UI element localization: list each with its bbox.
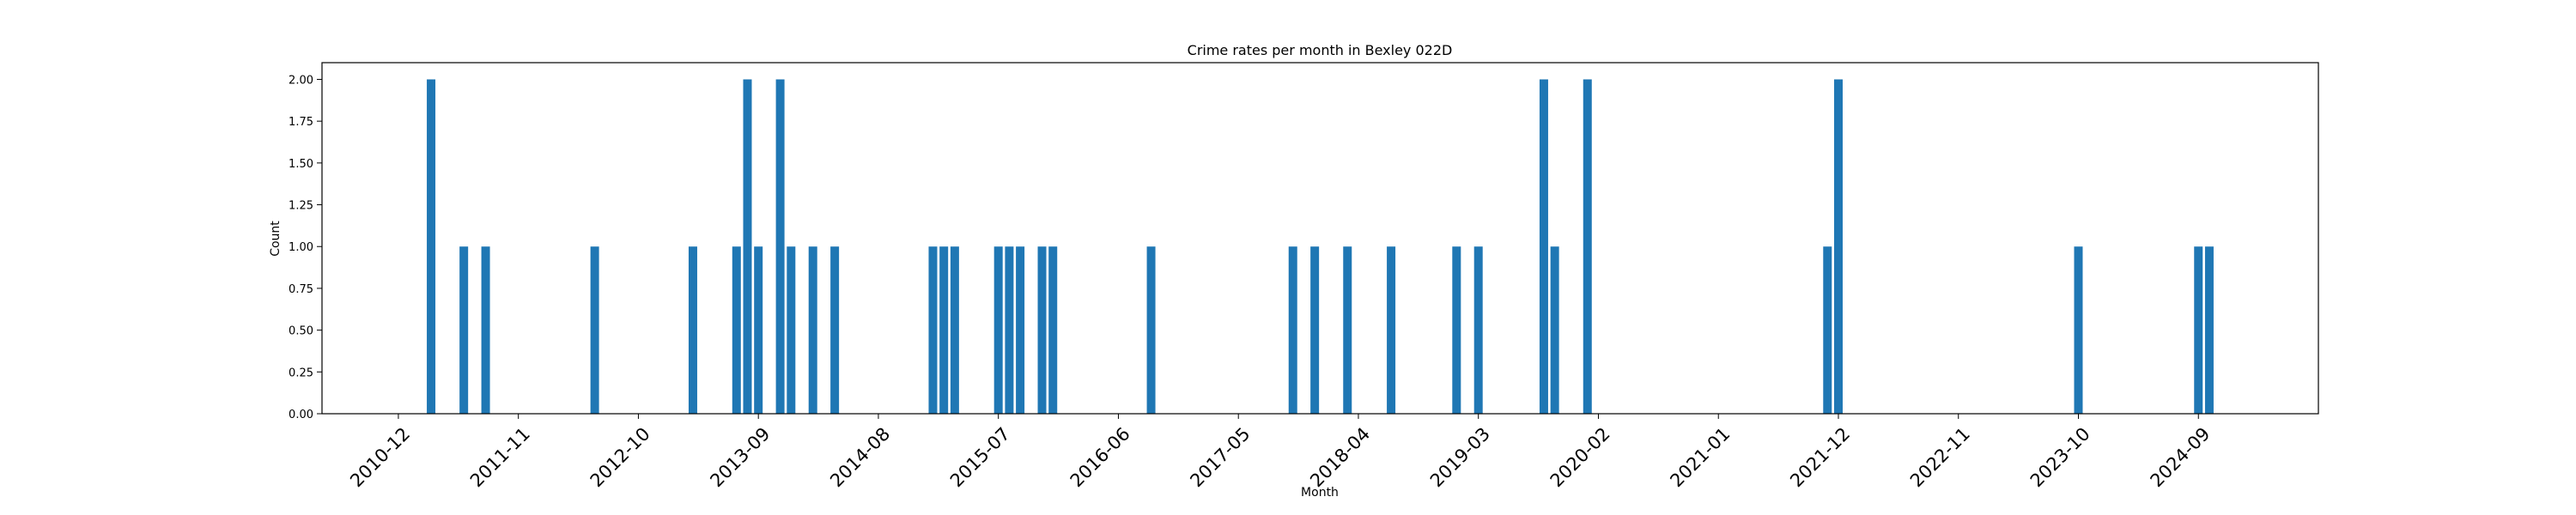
y-tick-label: 0.50 bbox=[289, 325, 313, 338]
bar-2011-08 bbox=[481, 246, 490, 414]
bar-2013-07 bbox=[732, 246, 741, 414]
bar-2014-04 bbox=[830, 246, 840, 414]
bar-2019-10 bbox=[1550, 246, 1559, 414]
bar-2013-11 bbox=[775, 79, 785, 414]
y-tick-label: 0.25 bbox=[289, 367, 313, 379]
bar-2017-10 bbox=[1288, 246, 1297, 414]
y-tick-label: 1.25 bbox=[289, 200, 313, 213]
bar-2013-12 bbox=[787, 246, 796, 414]
bar-2021-12 bbox=[1833, 79, 1843, 414]
y-tick-label: 0.00 bbox=[289, 409, 313, 421]
y-tick-label: 0.75 bbox=[289, 283, 313, 296]
bar-2024-10 bbox=[2204, 246, 2214, 414]
y-axis-label: Count bbox=[269, 221, 283, 257]
y-axis: 0.00 0.25 0.50 0.75 1.00 1.25 1.50 1.75 2.00 bbox=[289, 74, 322, 421]
y-tick-label: 2.00 bbox=[289, 74, 313, 87]
bar-2019-09 bbox=[1539, 79, 1548, 414]
bar-2019-01 bbox=[1452, 246, 1461, 414]
bar-2015-03 bbox=[950, 246, 959, 414]
plot-area-frame bbox=[321, 62, 2319, 415]
bar-2013-08 bbox=[743, 79, 752, 414]
bar-2015-09 bbox=[1016, 246, 1025, 414]
bar-2024-09 bbox=[2194, 246, 2203, 414]
bar-2015-12 bbox=[1048, 246, 1058, 414]
y-tick-label: 1.75 bbox=[289, 116, 313, 129]
bar-2013-09 bbox=[754, 246, 763, 414]
bar-2012-06 bbox=[590, 246, 599, 414]
bar-2015-11 bbox=[1037, 246, 1047, 414]
bar-2023-10 bbox=[2074, 246, 2083, 414]
bar-2015-01 bbox=[928, 246, 938, 414]
bar-2013-03 bbox=[688, 246, 697, 414]
bar-2015-07 bbox=[993, 246, 1003, 414]
bar-2018-07 bbox=[1387, 246, 1396, 414]
bar-2016-09 bbox=[1146, 246, 1156, 414]
y-tick-label: 1.50 bbox=[289, 158, 313, 171]
bar-2017-12 bbox=[1310, 246, 1320, 414]
bar-2011-03 bbox=[427, 79, 436, 414]
bar-2020-01 bbox=[1583, 79, 1592, 414]
bar-2015-02 bbox=[939, 246, 949, 414]
bar-2018-03 bbox=[1343, 246, 1352, 414]
bars-group bbox=[427, 79, 2214, 414]
y-tick-label: 1.00 bbox=[289, 241, 313, 254]
chart-title: Crime rates per month in Bexley 022D bbox=[1188, 42, 1453, 58]
bar-2019-03 bbox=[1473, 246, 1483, 414]
bar-2011-06 bbox=[459, 246, 469, 414]
x-axis-label: Month bbox=[1301, 486, 1339, 500]
bar-2014-02 bbox=[808, 246, 817, 414]
bar-2021-11 bbox=[1823, 246, 1832, 414]
bar-2015-08 bbox=[1005, 246, 1014, 414]
